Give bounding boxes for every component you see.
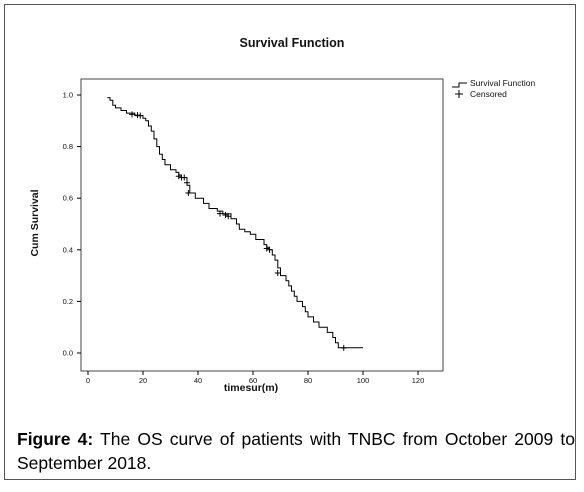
- figure-frame: Survival Function 0 20 40 60 80 100 120 0.0 0.2 0…: [4, 4, 576, 480]
- x-tick-label: 0: [86, 376, 90, 385]
- chart-title: Survival Function: [240, 36, 345, 50]
- censored-marker: [263, 245, 270, 252]
- censored-marker: [225, 213, 232, 220]
- y-tick-label: 0.6: [63, 194, 73, 203]
- censored-marker: [137, 112, 144, 119]
- data-layer: [107, 97, 363, 351]
- caption-text: The OS curve of patients with TNBC from …: [17, 429, 575, 473]
- y-tick-label: 0.0: [63, 349, 73, 358]
- caption-label: Figure 4:: [17, 429, 94, 449]
- x-axis-label: timesur(m): [224, 382, 278, 394]
- x-tick-label: 20: [139, 376, 147, 385]
- tick-layer: 0 20 40 60 80 100 120 0.0 0.2 0.4 0.6 0.8 1.0: [63, 91, 425, 386]
- censored-marker: [222, 211, 229, 218]
- figure-caption: Figure 4: The OS curve of patients with …: [17, 427, 575, 475]
- censored-marker: [134, 112, 141, 119]
- censored-marker: [274, 270, 281, 277]
- censored-marker: [129, 111, 135, 118]
- censored-marker: [340, 344, 347, 351]
- y-axis-label: Cum Survival: [29, 189, 41, 256]
- censored-marker: [184, 179, 190, 186]
- x-tick-label: 100: [357, 376, 370, 385]
- x-tick-label: 120: [412, 376, 425, 385]
- chart: Survival Function 0 20 40 60 80 100 1200.00.20…: [29, 36, 535, 394]
- y-tick-label: 0.2: [63, 297, 73, 306]
- x-tick-label: 60: [249, 376, 257, 385]
- legend-censored-marker: [455, 90, 463, 98]
- censored-marker: [217, 210, 223, 217]
- censored-marker: [175, 173, 182, 180]
- survival-function-line: [107, 97, 363, 349]
- censored-marker: [181, 174, 188, 181]
- legend: Survival Function Censored: [452, 78, 535, 99]
- censored-marker: [266, 246, 273, 253]
- y-tick-label: 1.0: [63, 91, 73, 100]
- legend-survival-label: Survival Function: [470, 78, 535, 88]
- y-tick-label: 0.8: [63, 142, 73, 151]
- x-tick-label: 40: [194, 376, 202, 385]
- legend-survival-swatch: [452, 82, 467, 88]
- x-tick-label: 80: [304, 376, 312, 385]
- plot-area: [80, 78, 444, 372]
- legend-censored-label: Censored: [470, 89, 507, 99]
- y-tick-label: 0.4: [63, 245, 73, 254]
- censored-marker: [185, 190, 192, 197]
